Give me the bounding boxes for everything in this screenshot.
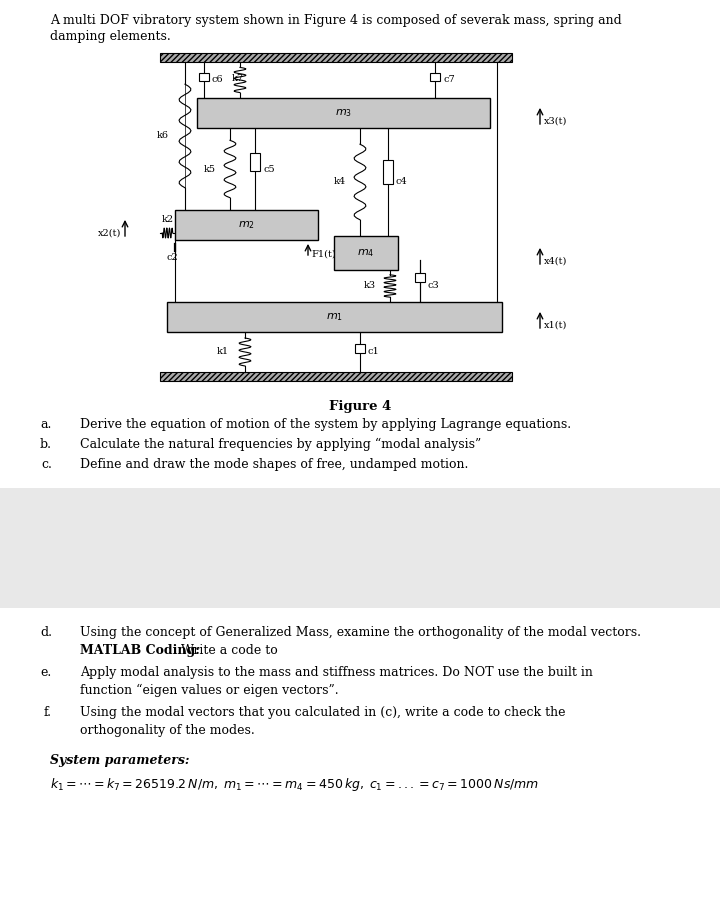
Text: k5: k5 (204, 164, 216, 173)
Bar (197, 98, 490, 128)
Bar (250, 153, 260, 171)
Text: $m_3$: $m_3$ (335, 107, 352, 119)
Text: c.: c. (41, 458, 52, 471)
Text: F1(t): F1(t) (311, 250, 336, 259)
Bar (199, 73, 209, 81)
Text: A multi DOF vibratory system shown in Figure 4 is composed of severak mass, spri: A multi DOF vibratory system shown in Fi… (50, 14, 622, 27)
Text: $k_1 = \cdots = k_7 = 26519.2\,N/m,\;m_1 = \cdots = m_4 = 450\,kg,\;c_1 = ...= c: $k_1 = \cdots = k_7 = 26519.2\,N/m,\;m_1… (50, 776, 539, 793)
Text: $m_1$: $m_1$ (326, 311, 343, 323)
Bar (415, 273, 425, 282)
Text: Using the concept of Generalized Mass, examine the orthogonality of the modal ve: Using the concept of Generalized Mass, e… (80, 626, 641, 639)
Text: k6: k6 (157, 131, 169, 140)
Text: f.: f. (44, 706, 52, 719)
Bar (355, 344, 365, 353)
Text: Define and draw the mode shapes of free, undamped motion.: Define and draw the mode shapes of free,… (80, 458, 469, 471)
Text: Calculate the natural frequencies by applying “modal analysis”: Calculate the natural frequencies by app… (80, 438, 481, 451)
Text: $m_4$: $m_4$ (357, 247, 374, 259)
Bar (160, 53, 512, 62)
Text: System parameters:: System parameters: (50, 754, 189, 767)
Text: e.: e. (41, 666, 52, 679)
Text: a.: a. (40, 418, 52, 431)
Bar (175, 210, 318, 240)
Text: MATLAB Coding:: MATLAB Coding: (80, 644, 200, 657)
Text: c2: c2 (166, 252, 179, 261)
Text: k3: k3 (364, 281, 376, 290)
Text: Using the modal vectors that you calculated in (c), write a code to check the: Using the modal vectors that you calcula… (80, 706, 565, 719)
Text: k4: k4 (334, 178, 346, 187)
Text: Derive the equation of motion of the system by applying Lagrange equations.: Derive the equation of motion of the sys… (80, 418, 571, 431)
Text: d.: d. (40, 626, 52, 639)
Text: orthogonality of the modes.: orthogonality of the modes. (80, 724, 255, 737)
Text: x4(t): x4(t) (544, 257, 567, 266)
Bar (0, 488, 720, 608)
Text: function “eigen values or eigen vectors”.: function “eigen values or eigen vectors”… (80, 684, 338, 697)
Text: c1: c1 (368, 348, 379, 357)
Text: x3(t): x3(t) (544, 117, 567, 126)
Bar (167, 302, 502, 332)
Text: x1(t): x1(t) (544, 321, 567, 330)
Text: c3: c3 (428, 281, 440, 290)
Text: c6: c6 (212, 75, 224, 84)
Text: c7: c7 (443, 75, 455, 84)
Text: damping elements.: damping elements. (50, 30, 171, 43)
Text: c5: c5 (263, 164, 274, 173)
Text: x2(t): x2(t) (98, 228, 121, 237)
Bar (383, 161, 393, 184)
Text: k7: k7 (232, 74, 244, 83)
Bar (160, 372, 512, 381)
Text: c4: c4 (396, 178, 408, 187)
Bar (430, 73, 440, 81)
Text: $m_2$: $m_2$ (238, 219, 255, 231)
Text: b.: b. (40, 438, 52, 451)
Text: F2(t): F2(t) (313, 105, 338, 115)
Text: k1: k1 (217, 348, 229, 357)
Text: Apply modal analysis to the mass and stiffness matrices. Do NOT use the built in: Apply modal analysis to the mass and sti… (80, 666, 593, 679)
Text: k2: k2 (161, 215, 174, 224)
Bar (334, 236, 398, 270)
Text: Figure 4: Figure 4 (329, 400, 391, 413)
Text: Write a code to: Write a code to (177, 644, 278, 657)
